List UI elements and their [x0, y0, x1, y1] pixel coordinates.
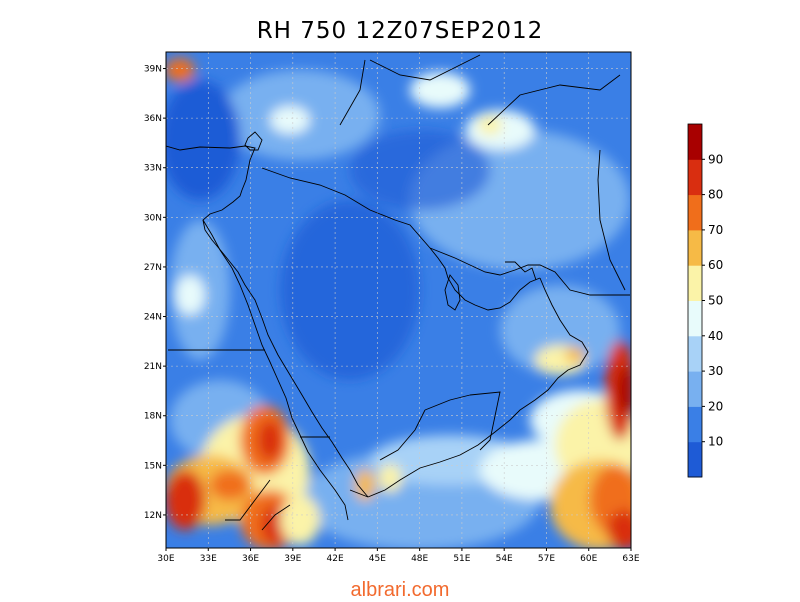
lon-tick-label: 30E: [157, 554, 174, 564]
latitude-tick-labels: 12N 15N 18N 21N 24N 27N 30N 33N 36N 39N: [144, 65, 166, 521]
colorbar-segment: [688, 124, 702, 160]
map-title: RH 750 12Z07SEP2012: [256, 18, 544, 44]
coastlines-and-borders: [166, 54, 630, 531]
lat-tick-label: 30N: [144, 213, 162, 223]
colorbar-labels: 10 20 30 40 50 60 70 80 90: [702, 152, 723, 449]
colorbar-label: 90: [708, 152, 723, 166]
plot-frame: [165, 51, 632, 549]
colorbar-label: 50: [708, 294, 723, 308]
humidity-field-patches: [166, 58, 631, 548]
colorbar-segment: [688, 194, 702, 231]
lat-tick-label: 21N: [144, 362, 162, 372]
lat-tick-label: 33N: [144, 164, 162, 174]
colorbar-label: 20: [708, 399, 723, 413]
longitude-tick-labels: 30E 33E 36E 39E 42E 45E 48E 51E 54E 57E 60E 63E: [157, 548, 640, 564]
lon-tick-label: 60E: [580, 554, 597, 564]
colorbar-segment: [688, 229, 702, 266]
site-watermark: albrari.com: [350, 579, 450, 601]
colorbar-label: 80: [708, 188, 723, 202]
lat-tick-label: 36N: [144, 114, 162, 124]
lat-tick-label: 27N: [144, 263, 162, 273]
lon-tick-label: 42E: [327, 554, 344, 564]
lon-tick-label: 48E: [411, 554, 428, 564]
colorbar-label: 70: [708, 223, 723, 237]
colorbar-segment: [688, 159, 702, 196]
lon-tick-label: 54E: [496, 554, 513, 564]
lat-tick-label: 18N: [144, 412, 162, 422]
lon-tick-label: 51E: [453, 554, 470, 564]
colorbar-segment: [688, 300, 702, 337]
lon-tick-label: 45E: [369, 554, 386, 564]
lon-tick-label: 63E: [622, 554, 639, 564]
lat-tick-label: 15N: [144, 461, 162, 471]
colorbar-segment: [688, 265, 702, 301]
colorbar-segment: [688, 441, 702, 478]
colorbar-label: 30: [708, 364, 723, 378]
lat-tick-label: 39N: [144, 65, 162, 75]
lat-tick-label: 12N: [144, 511, 162, 521]
lon-tick-label: 57E: [538, 554, 555, 564]
lon-tick-label: 36E: [242, 554, 259, 564]
lon-tick-label: 33E: [200, 554, 217, 564]
colorbar-segment: [688, 371, 702, 407]
colorbar: [687, 123, 703, 478]
colorbar-label: 60: [708, 258, 723, 272]
plot-area: [166, 52, 631, 548]
lat-tick-label: 24N: [144, 313, 162, 323]
lon-tick-label: 39E: [284, 554, 301, 564]
colorbar-label: 10: [708, 435, 723, 449]
colorbar-segment: [688, 335, 702, 372]
colorbar-segment: [688, 406, 702, 443]
colorbar-label: 40: [708, 329, 723, 343]
